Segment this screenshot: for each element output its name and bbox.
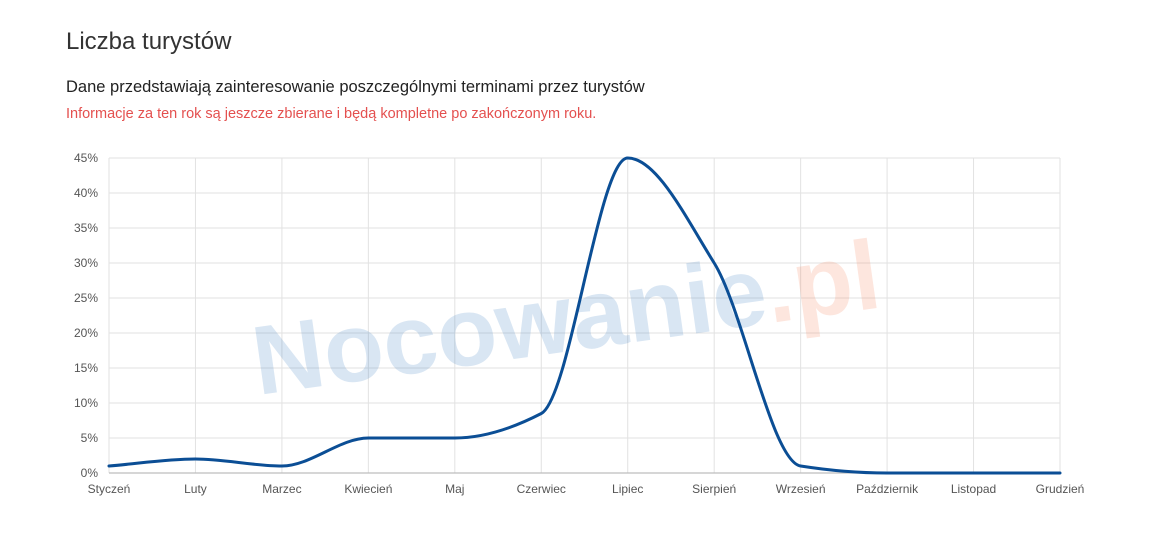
y-tick-label: 20%	[74, 326, 98, 340]
y-tick-label: 15%	[74, 361, 98, 375]
x-tick-label: Luty	[184, 482, 207, 496]
x-tick-label: Sierpień	[692, 482, 736, 496]
page-title: Liczba turystów	[66, 28, 232, 55]
x-tick-label: Lipiec	[612, 482, 643, 496]
chart-grid	[108, 157, 1061, 474]
data-incomplete-note: Informacje za ten rok są jeszcze zbieran…	[66, 106, 597, 122]
x-tick-label: Grudzień	[1036, 482, 1085, 496]
x-tick-label: Kwiecień	[344, 482, 392, 496]
y-tick-label: 10%	[74, 396, 98, 410]
y-tick-label: 0%	[81, 466, 99, 480]
y-tick-label: 30%	[74, 256, 98, 270]
y-tick-label: 40%	[74, 186, 98, 200]
x-tick-label: Czerwiec	[517, 482, 566, 496]
chart-subtitle: Dane przedstawiają zainteresowanie poszc…	[66, 78, 645, 96]
x-axis-ticks: Styczeń Luty Marzec Kwiecień Maj Czerwiec Lipi…	[88, 482, 1085, 496]
x-tick-label: Październik	[856, 482, 919, 496]
watermark-suffix: .pl	[758, 219, 887, 344]
watermark-logo: Nocowanie.pl	[246, 219, 887, 416]
y-tick-label: 5%	[81, 431, 99, 445]
y-axis-ticks: 0% 5% 10% 15% 20% 25% 30% 35% 40% 45%	[74, 151, 98, 480]
series-line	[107, 156, 1062, 475]
y-tick-label: 25%	[74, 291, 98, 305]
y-tick-label: 45%	[74, 151, 98, 165]
y-tick-label: 35%	[74, 221, 98, 235]
x-tick-label: Marzec	[262, 482, 301, 496]
x-tick-label: Maj	[445, 482, 464, 496]
watermark-main: Nocowanie	[246, 235, 774, 416]
x-tick-label: Wrzesień	[776, 482, 826, 496]
x-tick-label: Styczeń	[88, 482, 131, 496]
x-tick-label: Listopad	[951, 482, 996, 496]
